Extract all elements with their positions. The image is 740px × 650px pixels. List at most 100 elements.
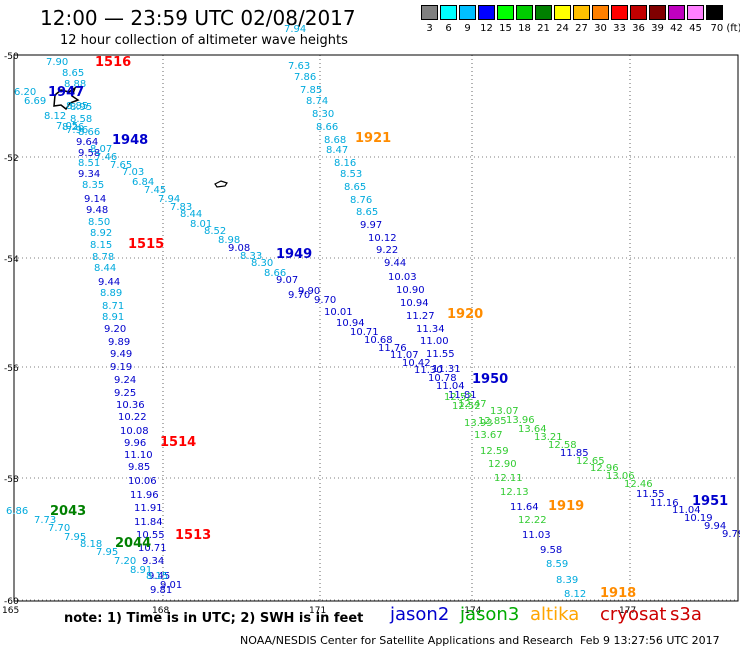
color-swatch — [459, 5, 476, 20]
wave-height-value: 9.70 — [314, 295, 336, 306]
wave-height-value: 9.19 — [110, 362, 132, 373]
wave-height-value: 8.39 — [556, 575, 578, 586]
lon-label: 177 — [619, 606, 636, 616]
wave-height-value: 8.66 — [78, 127, 100, 138]
wave-height-value: 9.25 — [114, 388, 136, 399]
wave-height-value: 12.85 — [478, 416, 507, 427]
wave-height-value: 8.44 — [94, 263, 116, 274]
wave-height-value: 12.52 — [452, 401, 481, 412]
color-scale-label: 12 — [480, 23, 493, 34]
wave-height-value: 11.76 — [378, 343, 407, 354]
legend-jason3: jason3 — [460, 604, 520, 625]
wave-height-value: 11.81 — [448, 390, 477, 401]
legend-s3a: s3a — [670, 604, 702, 625]
wave-height-value: 11.00 — [420, 336, 449, 347]
wave-height-value: 11.07 — [390, 350, 419, 361]
color-swatch — [535, 5, 552, 20]
color-swatch — [573, 5, 590, 20]
wave-height-value: 13.93 — [464, 418, 493, 429]
color-scale-label: 3 — [426, 23, 433, 34]
wave-height-value: 8.35 — [82, 180, 104, 191]
wave-height-value: 9.14 — [84, 194, 106, 205]
wave-height-value: 7.03 — [122, 167, 144, 178]
wave-height-value: 8.74 — [306, 96, 328, 107]
wave-height-value: 11.84 — [134, 517, 163, 528]
wave-height-value: 9.45 — [148, 571, 170, 582]
wave-height-value: 10.06 — [128, 476, 157, 487]
wave-height-value: 10.55 — [136, 530, 165, 541]
wave-height-value: 13.64 — [518, 424, 547, 435]
color-scale-label: 24 — [556, 23, 569, 34]
color-scale-label: 6 — [445, 23, 452, 34]
wave-height-value: 11.91 — [134, 503, 163, 514]
track-id-label: 1513 — [175, 528, 211, 543]
wave-height-value: 7.96 — [66, 125, 88, 136]
wave-height-value: 7.45 — [144, 185, 166, 196]
lat-label: -56 — [4, 364, 19, 374]
track-id-label: 2043 — [50, 504, 86, 519]
wave-height-value: 10.78 — [428, 373, 457, 384]
wave-height-value: 9.24 — [114, 375, 136, 386]
wave-height-value: 8.12 — [44, 111, 66, 122]
wave-height-value: 13.96 — [506, 415, 535, 426]
wave-height-value: 8.91 — [130, 565, 152, 576]
wave-height-value: 11.27 — [406, 311, 435, 322]
wave-height-value: 13.21 — [534, 432, 563, 443]
track-id-label: 1947 — [48, 85, 84, 100]
wave-height-value: 9.22 — [376, 245, 398, 256]
wave-height-value: 8.91 — [102, 312, 124, 323]
wave-height-value: 8.18 — [80, 539, 102, 550]
wave-height-value: 9.64 — [76, 137, 98, 148]
wave-height-value: 8.16 — [334, 158, 356, 169]
wave-height-value: 9.97 — [360, 220, 382, 231]
generated-timestamp: Feb 9 13:27:56 UTC 2017 — [580, 634, 720, 647]
wave-height-value: 7.94 — [284, 24, 306, 35]
wave-height-value: 11.31 — [432, 364, 461, 375]
wave-height-value: 8.58 — [70, 114, 92, 125]
wave-height-value: 11.03 — [522, 530, 551, 541]
track-id-label: 1919 — [548, 499, 584, 514]
wave-height-value: 9.44 — [98, 277, 120, 288]
wave-height-value: 8.98 — [218, 235, 240, 246]
track-id-label: 1514 — [160, 435, 196, 450]
wave-height-value: 7.95 — [96, 547, 118, 558]
wave-height-value: 9.01 — [160, 580, 182, 591]
wave-height-value: 12.58 — [548, 440, 577, 451]
wave-height-value: 8.50 — [88, 217, 110, 228]
track-id-label: 1516 — [95, 55, 131, 70]
wave-height-value: 7.70 — [48, 523, 70, 534]
wave-height-value: 8.26 — [62, 122, 84, 133]
map-frame — [13, 54, 739, 602]
color-scale-label: 70 (ft) — [710, 23, 740, 34]
wave-height-value: 7.85 — [300, 85, 322, 96]
lon-label: -174 — [461, 606, 482, 616]
wave-height-value: 9.90 — [298, 286, 320, 297]
wave-height-value: 11.96 — [130, 490, 159, 501]
color-swatch — [516, 5, 533, 20]
track-id-label: 1948 — [112, 133, 148, 148]
color-swatch — [497, 5, 514, 20]
color-swatch — [554, 5, 571, 20]
color-swatch — [440, 5, 457, 20]
wave-height-value: 9.08 — [228, 243, 250, 254]
lat-label: -52 — [4, 154, 19, 164]
color-scale-label: 39 — [651, 23, 664, 34]
wave-height-value: 8.95 — [70, 102, 92, 113]
track-id-label: 1950 — [472, 372, 508, 387]
wave-height-value: 8.15 — [146, 571, 168, 582]
lon-label: 171 — [309, 606, 326, 616]
color-scale-label: 15 — [499, 23, 512, 34]
wave-height-value: 8.66 — [316, 122, 338, 133]
wave-height-value: 8.68 — [324, 135, 346, 146]
wave-height-value: 13.06 — [606, 471, 635, 482]
wave-height-value: 8.65 — [356, 207, 378, 218]
wave-height-value: 12.22 — [518, 515, 547, 526]
legend-cryosat: cryosat — [600, 604, 667, 625]
wave-height-value: 7.73 — [34, 515, 56, 526]
wave-height-value: 12.96 — [590, 463, 619, 474]
wave-height-value: 8.53 — [340, 169, 362, 180]
color-scale-label: 30 — [594, 23, 607, 34]
color-swatch — [611, 5, 628, 20]
map-title: 12:00 — 23:59 UTC 02/08/2017 — [40, 6, 356, 30]
wave-height-value: 11.04 — [672, 505, 701, 516]
